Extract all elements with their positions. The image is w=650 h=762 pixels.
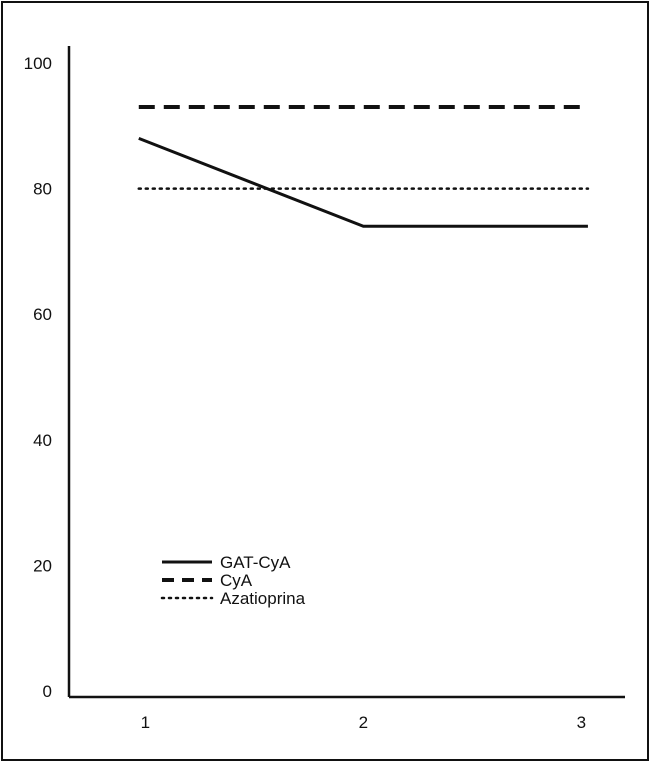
y-tick-label: 80 — [33, 180, 52, 199]
legend-label: CyA — [220, 571, 253, 590]
legend-label: GAT-CyA — [220, 553, 291, 572]
x-tick-labels: 1 2 3 — [141, 713, 587, 732]
y-tick-labels: 0 20 40 60 80 100 — [24, 54, 52, 701]
y-tick-label: 40 — [33, 431, 52, 450]
y-tick-label: 20 — [33, 556, 52, 575]
x-tick-label: 1 — [141, 713, 150, 732]
x-tick-label: 3 — [577, 713, 586, 732]
y-tick-label: 100 — [24, 54, 52, 73]
y-tick-label: 60 — [33, 305, 52, 324]
x-tick-label: 2 — [359, 713, 368, 732]
legend-label: Azatioprina — [220, 589, 306, 608]
series-line-gat-cya — [138, 136, 588, 228]
series-lines — [137, 104, 590, 228]
y-tick-label: 0 — [43, 682, 52, 701]
